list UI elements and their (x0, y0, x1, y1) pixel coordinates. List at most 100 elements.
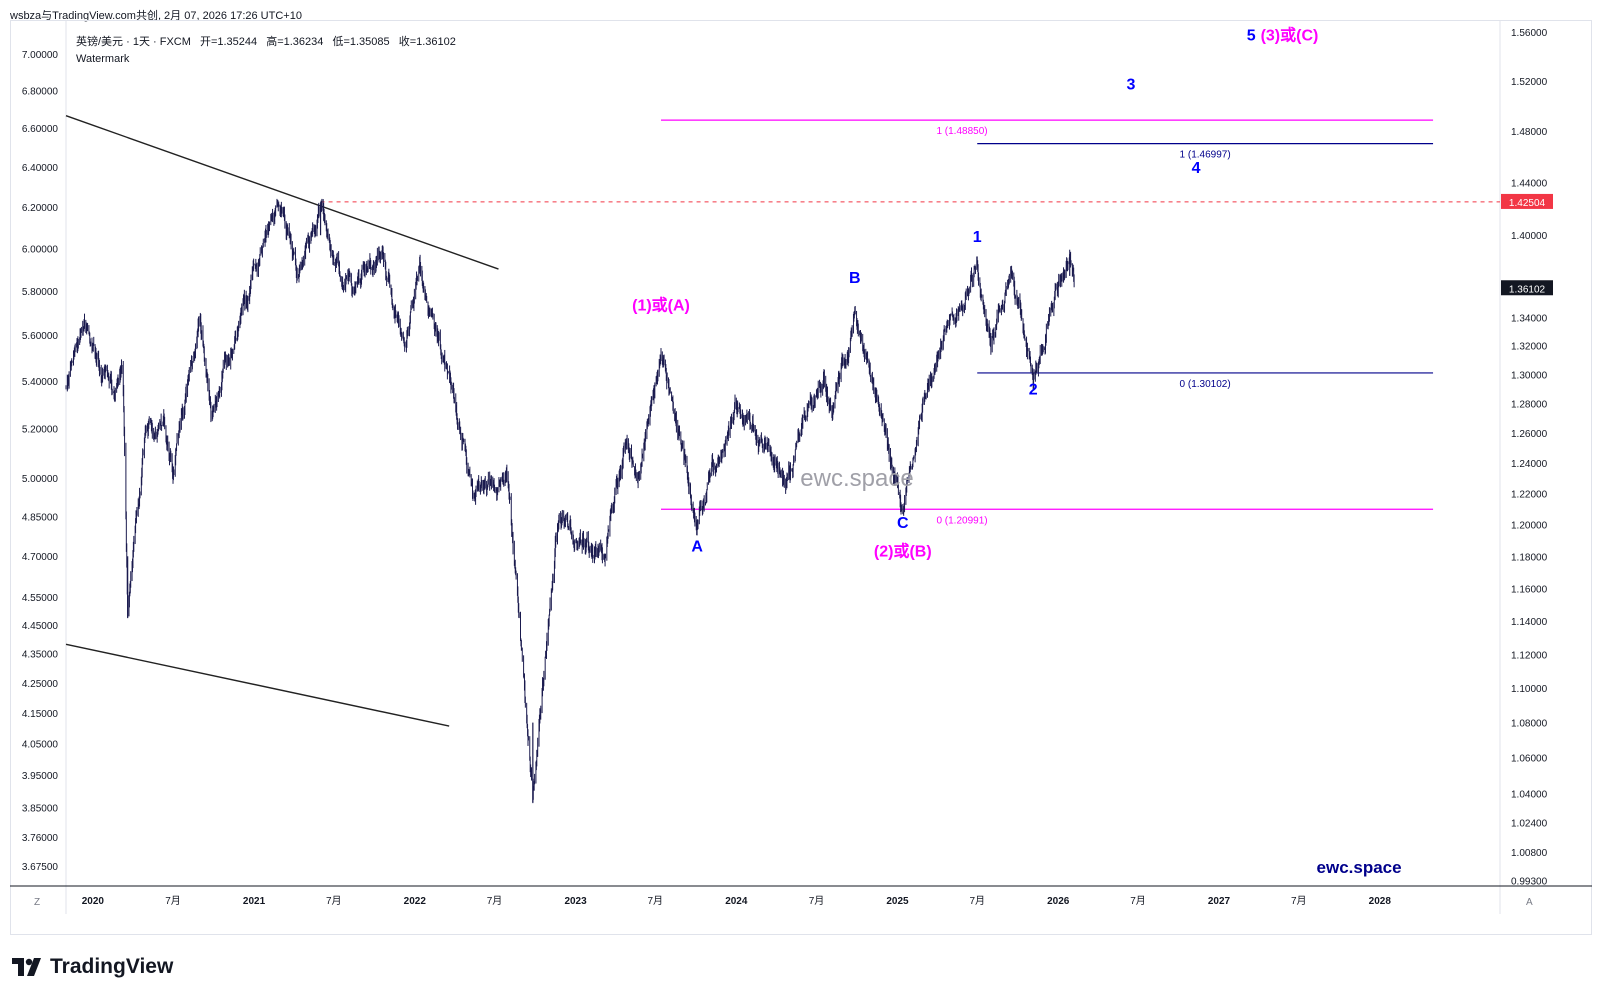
left-axis-tick: 7.00000 (22, 50, 59, 61)
right-axis-tick: 1.28000 (1511, 400, 1548, 411)
fib-level-label: 0 (1.20991) (936, 515, 987, 526)
left-axis-tick: 4.55000 (22, 593, 59, 604)
time-axis-label: 7月 (1291, 895, 1307, 907)
symbol-name[interactable]: 英镑/美元 · 1天 · FXCM (76, 36, 191, 48)
right-axis-tick: 1.40000 (1511, 231, 1548, 242)
right-axis-tick: 1.06000 (1511, 754, 1548, 765)
time-axis-label: 7月 (647, 895, 663, 907)
wave-label: 5 (1247, 27, 1256, 44)
right-axis-tick: 1.04000 (1511, 789, 1548, 800)
trendline-layer (65, 115, 499, 727)
left-axis-tick: 6.20000 (22, 203, 59, 214)
wave-label: (2)或(B) (874, 541, 932, 560)
right-axis-tick: 1.16000 (1511, 584, 1548, 595)
left-axis-tick: 6.80000 (22, 87, 59, 98)
last-price-text: 1.36102 (1509, 284, 1546, 295)
left-axis-tick: 6.60000 (22, 124, 59, 135)
left-axis-tick: 4.85000 (22, 512, 59, 523)
right-axis-tick: 1.48000 (1511, 127, 1548, 138)
wave-label: 3 (1126, 76, 1135, 93)
auto-scale-button[interactable]: A (1526, 897, 1533, 908)
left-axis-tick: 5.60000 (22, 331, 59, 342)
left-axis-tick: 5.00000 (22, 474, 59, 485)
right-axis: 1.56000 1.52000 1.48000 1.44000 1.40000 1.340… (1511, 28, 1548, 887)
right-axis-tick: 1.18000 (1511, 552, 1548, 563)
right-axis-tick: 1.34000 (1511, 313, 1548, 324)
time-axis-label: 2028 (1369, 896, 1392, 907)
grid-lines (10, 20, 1592, 914)
fib-levels: 1.42504 1 (1.48850) 0 (1.20991) 1 (1.46997)… (320, 119, 1553, 526)
resistance-price-tag (1501, 193, 1553, 209)
wave-label: 1 (973, 229, 982, 246)
wave-label: (3)或(C) (1261, 25, 1319, 44)
left-axis-tick: 4.45000 (22, 621, 59, 632)
candle-series: 1.36102 (65, 198, 1553, 804)
right-axis-tick: 1.02400 (1511, 819, 1548, 830)
left-axis-tick: 5.80000 (22, 287, 59, 298)
left-axis-tick: 5.20000 (22, 425, 59, 436)
resistance-price-text: 1.42504 (1509, 198, 1546, 209)
tradingview-logo-icon (12, 958, 41, 976)
time-axis-label: 7月 (165, 895, 181, 907)
right-axis-tick: 1.26000 (1511, 429, 1548, 440)
wave-label: A (691, 539, 703, 556)
right-axis-tick: 1.14000 (1511, 617, 1548, 628)
left-axis-tick: 4.05000 (22, 740, 59, 751)
right-axis-tick: 1.08000 (1511, 719, 1548, 730)
time-axis-label: 7月 (487, 895, 503, 907)
right-axis-tick: 1.44000 (1511, 178, 1548, 189)
left-axis-tick: 6.00000 (22, 244, 59, 255)
ohlc-close: 收=1.36102 (398, 36, 456, 48)
time-axis-label: 2020 (82, 896, 105, 907)
attribution-text: wsbza与TradingView.com共创, 2月 07, 2026 17:… (10, 10, 302, 22)
right-axis-tick: 1.32000 (1511, 342, 1548, 353)
fib-level-label: 0 (1.30102) (1180, 379, 1231, 390)
wave-label: 4 (1192, 160, 1201, 177)
wave-labels: (1)或(A) A B C (2)或(B) 1 2 3 4 5 (3)或(C) ewc.space ew… (632, 25, 1401, 876)
symbol-legend[interactable]: 英镑/美元 · 1天 · FXCM 开=1.35244 高=1.36234 低=… (76, 34, 462, 68)
time-axis-label: 7月 (969, 895, 985, 907)
right-axis-tick: 1.20000 (1511, 521, 1548, 532)
left-axis-tick: 4.15000 (22, 709, 59, 720)
right-axis-tick: 1.52000 (1511, 77, 1548, 88)
time-axis-label: 2023 (564, 896, 587, 907)
left-axis-tick: 5.40000 (22, 377, 59, 388)
time-axis-label: 7月 (326, 895, 342, 907)
time-axis-label: 2027 (1208, 896, 1231, 907)
right-axis-tick: 1.56000 (1511, 28, 1548, 39)
time-axis-label: 2022 (404, 896, 427, 907)
right-axis-tick: 1.22000 (1511, 490, 1548, 501)
trendline (65, 115, 499, 270)
tradingview-logo-text: TradingView (50, 955, 174, 978)
tradingview-logo[interactable]: TradingView (12, 955, 173, 979)
left-axis: 7.00000 6.80000 6.60000 6.40000 6.20000 6.000… (22, 50, 59, 873)
annotation-text: ewc.space (1317, 858, 1402, 877)
fib-level-label: 1 (1.46997) (1180, 150, 1231, 161)
chart-frame[interactable] (10, 20, 1592, 935)
last-price-tag (1501, 280, 1553, 296)
wave-label: C (897, 515, 909, 532)
left-axis-tick: 3.95000 (22, 771, 59, 782)
watermark-label: Watermark (76, 53, 130, 65)
right-axis-tick: 1.10000 (1511, 684, 1548, 695)
left-axis-tick: 3.85000 (22, 803, 59, 814)
fib-level-label: 1 (1.48850) (936, 126, 987, 137)
right-axis-tick: 1.30000 (1511, 370, 1548, 381)
left-axis-tick: 3.76000 (22, 833, 59, 844)
price-chart[interactable]: 7.00000 6.80000 6.60000 6.40000 6.20000 6.000… (0, 0, 1602, 940)
right-axis-tick: 1.12000 (1511, 650, 1548, 661)
zoom-left-button[interactable]: Z (34, 897, 41, 908)
time-axis-label: 7月 (1130, 895, 1146, 907)
wave-label: 2 (1029, 382, 1038, 399)
right-axis-tick: 1.24000 (1511, 459, 1548, 470)
time-axis-label: 2024 (725, 896, 748, 907)
right-axis-tick: 1.00800 (1511, 848, 1548, 859)
time-axis: 2020 7月 2021 7月 2022 7月 2023 7月 2024 7月 2025 7月 2026… (82, 895, 1392, 907)
ohlc-low: 低=1.35085 (332, 36, 390, 48)
trendline (65, 643, 450, 727)
wave-label: B (849, 270, 861, 287)
time-axis-label: 2026 (1047, 896, 1070, 907)
time-axis-label: 7月 (809, 895, 825, 907)
ohlc-open: 开=1.35244 (199, 36, 258, 48)
wave-label: (1)或(A) (632, 295, 690, 314)
